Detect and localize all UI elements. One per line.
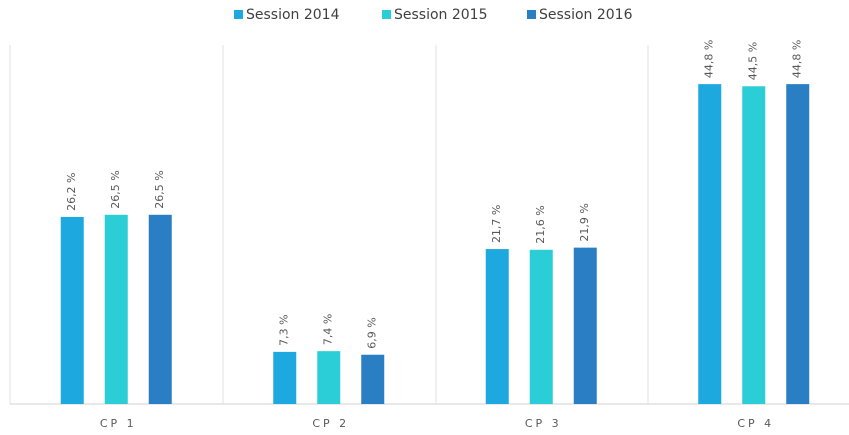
value-label: 21,9 % bbox=[578, 203, 591, 241]
bar bbox=[742, 86, 766, 405]
value-label: 26,2 % bbox=[65, 172, 78, 210]
bar bbox=[485, 249, 509, 404]
bar bbox=[529, 249, 553, 404]
value-label: 21,7 % bbox=[490, 205, 503, 243]
bar bbox=[698, 84, 722, 405]
legend-swatch bbox=[527, 10, 536, 19]
value-label: 44,8 % bbox=[703, 40, 716, 78]
bar bbox=[573, 247, 597, 404]
bar bbox=[361, 354, 385, 404]
x-tick-label: CP 3 bbox=[525, 417, 562, 430]
legend-text: Session 2014 bbox=[246, 7, 340, 23]
legend-text: Session 2015 bbox=[394, 7, 488, 23]
legend-swatch bbox=[234, 10, 243, 19]
bar bbox=[786, 84, 810, 405]
value-label: 7,4 % bbox=[322, 314, 335, 345]
value-label: 26,5 % bbox=[153, 170, 166, 208]
value-label: 26,5 % bbox=[109, 170, 122, 208]
bar bbox=[148, 214, 172, 404]
bar bbox=[273, 351, 297, 404]
value-label: 44,5 % bbox=[747, 42, 760, 80]
value-label: 44,8 % bbox=[791, 40, 804, 78]
bar bbox=[104, 214, 128, 404]
bar bbox=[60, 216, 84, 404]
x-tick-label: CP 2 bbox=[312, 417, 349, 430]
legend-text: Session 2016 bbox=[539, 7, 633, 23]
value-label: 6,9 % bbox=[366, 317, 379, 348]
bar bbox=[317, 351, 341, 404]
legend-swatch bbox=[382, 10, 391, 19]
value-label: 7,3 % bbox=[278, 314, 291, 345]
value-label: 21,6 % bbox=[534, 205, 547, 243]
x-tick-label: CP 4 bbox=[737, 417, 774, 430]
x-tick-label: CP 1 bbox=[100, 417, 137, 430]
